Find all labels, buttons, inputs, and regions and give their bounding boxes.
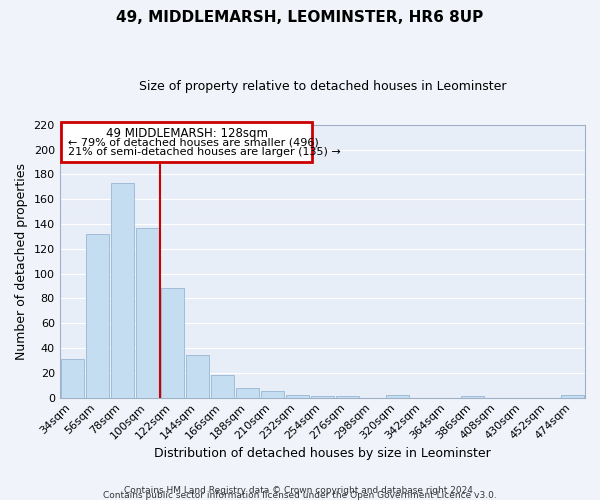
Text: 49 MIDDLEMARSH: 128sqm: 49 MIDDLEMARSH: 128sqm [106,127,268,140]
Bar [61,122,313,162]
Text: ← 79% of detached houses are smaller (496): ← 79% of detached houses are smaller (49… [68,137,319,147]
Bar [236,388,259,398]
Bar [286,395,309,398]
Bar [86,234,109,398]
Bar [561,395,584,398]
Bar [186,356,209,398]
Text: 21% of semi-detached houses are larger (135) →: 21% of semi-detached houses are larger (… [68,147,341,157]
Bar [386,395,409,398]
Y-axis label: Number of detached properties: Number of detached properties [15,162,28,360]
X-axis label: Distribution of detached houses by size in Leominster: Distribution of detached houses by size … [154,447,491,460]
Bar [110,183,134,398]
Text: Contains HM Land Registry data © Crown copyright and database right 2024.: Contains HM Land Registry data © Crown c… [124,486,476,495]
Text: 49, MIDDLEMARSH, LEOMINSTER, HR6 8UP: 49, MIDDLEMARSH, LEOMINSTER, HR6 8UP [116,10,484,25]
Bar [161,288,184,398]
Bar [336,396,359,398]
Bar [311,396,334,398]
Bar [461,396,484,398]
Bar [261,392,284,398]
Bar [136,228,159,398]
Text: Contains public sector information licensed under the Open Government Licence v3: Contains public sector information licen… [103,490,497,500]
Bar [211,376,234,398]
Bar [61,359,83,398]
Title: Size of property relative to detached houses in Leominster: Size of property relative to detached ho… [139,80,506,93]
